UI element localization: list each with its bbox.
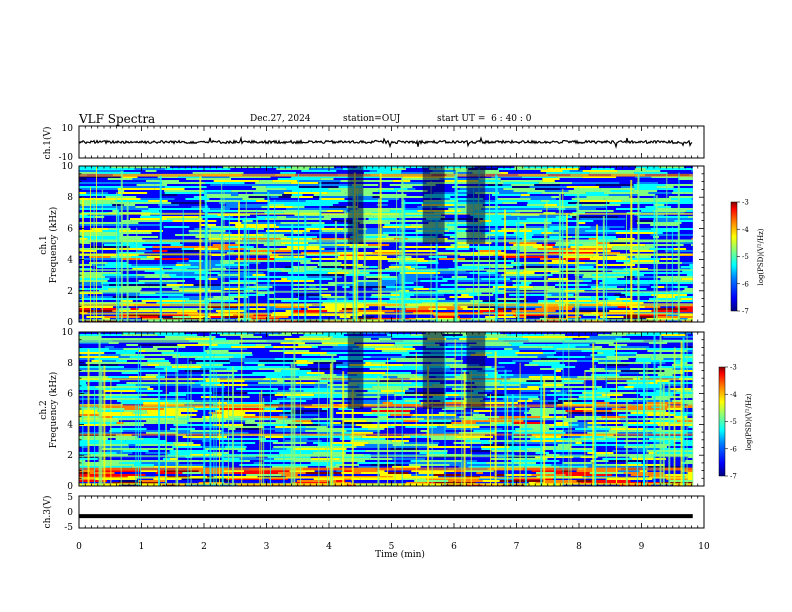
ch2-spec-ytick: 8 bbox=[67, 359, 73, 369]
x-axis-label: Time (min) bbox=[375, 549, 425, 560]
ch1-colorbar: -3 -4 -5 -6 -7 log(PSD)(V²/Hz) bbox=[730, 199, 765, 316]
ch1-label: ch.1 bbox=[39, 235, 49, 254]
ch2-spec-ytick: 10 bbox=[62, 328, 74, 338]
station-label: station=OUJ bbox=[343, 114, 401, 124]
x-tick-label: 8 bbox=[576, 542, 582, 552]
colorbar-tick-label: -3 bbox=[742, 199, 749, 207]
colorbar-tick-label: -4 bbox=[742, 226, 749, 234]
ch1-colorbar-label: log(PSD)(V²/Hz) bbox=[757, 228, 765, 285]
ch1-spec-ytick: 4 bbox=[67, 256, 73, 266]
x-tick-label: 9 bbox=[639, 542, 645, 552]
axis-ticks bbox=[78, 126, 705, 528]
x-tick-labels: 0 1 2 3 4 5 6 7 8 9 10 bbox=[76, 542, 710, 552]
colorbar-tick-label: -6 bbox=[742, 280, 749, 288]
ch3-wave-ytick: 0 bbox=[67, 508, 73, 518]
start-time-label: start UT = 6 : 40 : 0 bbox=[437, 114, 532, 124]
colorbar-tick-label: -7 bbox=[730, 473, 737, 481]
x-tick-label: 5 bbox=[389, 542, 395, 552]
ch2-colorbar: -3 -4 -5 -6 -7 log(PSD)(V²/Hz) bbox=[718, 364, 753, 481]
colorbar-tick-label: -6 bbox=[730, 445, 737, 453]
x-tick-label: 10 bbox=[698, 542, 710, 552]
ch1-wave-ytick: -10 bbox=[59, 153, 74, 163]
ch3-wave-ytick: -5 bbox=[64, 523, 73, 533]
ch3-wave-ytick: 5 bbox=[67, 493, 73, 503]
colorbar-tick-label: -5 bbox=[742, 253, 749, 261]
ch2-colorbar-label: log(PSD)(V²/Hz) bbox=[745, 393, 753, 450]
x-tick-label: 6 bbox=[451, 542, 457, 552]
x-tick-label: 7 bbox=[514, 542, 520, 552]
colorbar-tick-label: -3 bbox=[730, 364, 737, 372]
ch1-waveform-line bbox=[79, 135, 693, 149]
ch2-spec-ytick: 4 bbox=[67, 420, 73, 430]
chart-title: VLF Spectra bbox=[79, 112, 156, 126]
ch2-spec-ytick: 0 bbox=[67, 482, 73, 492]
ch1-spectrogram-image bbox=[79, 166, 704, 322]
ch2-spec-ytick: 2 bbox=[67, 451, 73, 461]
ch1-spectrogram-ylabel: ch.1 Frequency (kHz) bbox=[39, 207, 59, 284]
ch1-spec-ytick: 8 bbox=[67, 193, 73, 203]
x-tick-label: 0 bbox=[76, 542, 82, 552]
x-tick-label: 2 bbox=[201, 542, 207, 552]
x-tick-label: 3 bbox=[264, 542, 270, 552]
ch2-spectrogram-image bbox=[79, 332, 704, 486]
frequency-label-1: Frequency (kHz) bbox=[48, 207, 59, 284]
ch1-wave-ytick: 10 bbox=[62, 124, 74, 134]
ch1-spec-ytick: 10 bbox=[62, 162, 74, 172]
ch1-spec-ytick: 6 bbox=[67, 224, 73, 234]
ch2-label: ch.2 bbox=[39, 400, 49, 419]
ch1-waveform-ylabel: ch.1(V) bbox=[42, 127, 53, 160]
ch1-spec-ytick: 2 bbox=[67, 287, 73, 297]
x-tick-label: 4 bbox=[326, 542, 332, 552]
x-tick-label: 1 bbox=[139, 542, 145, 552]
date-label: Dec.27, 2024 bbox=[250, 114, 311, 124]
ch3-waveform-ylabel: ch.3(V) bbox=[42, 496, 53, 529]
frequency-label-2: Frequency (kHz) bbox=[48, 372, 59, 449]
ch1-spec-ytick: 0 bbox=[67, 318, 73, 328]
colorbar-tick-label: -5 bbox=[730, 418, 737, 426]
ch3-waveform-panel bbox=[78, 495, 705, 529]
ch2-spectrogram-ylabel: ch.2 Frequency (kHz) bbox=[39, 372, 59, 449]
ch2-spec-ytick: 6 bbox=[67, 390, 73, 400]
colorbar-tick-label: -7 bbox=[742, 308, 749, 316]
colorbar-tick-label: -4 bbox=[730, 391, 737, 399]
